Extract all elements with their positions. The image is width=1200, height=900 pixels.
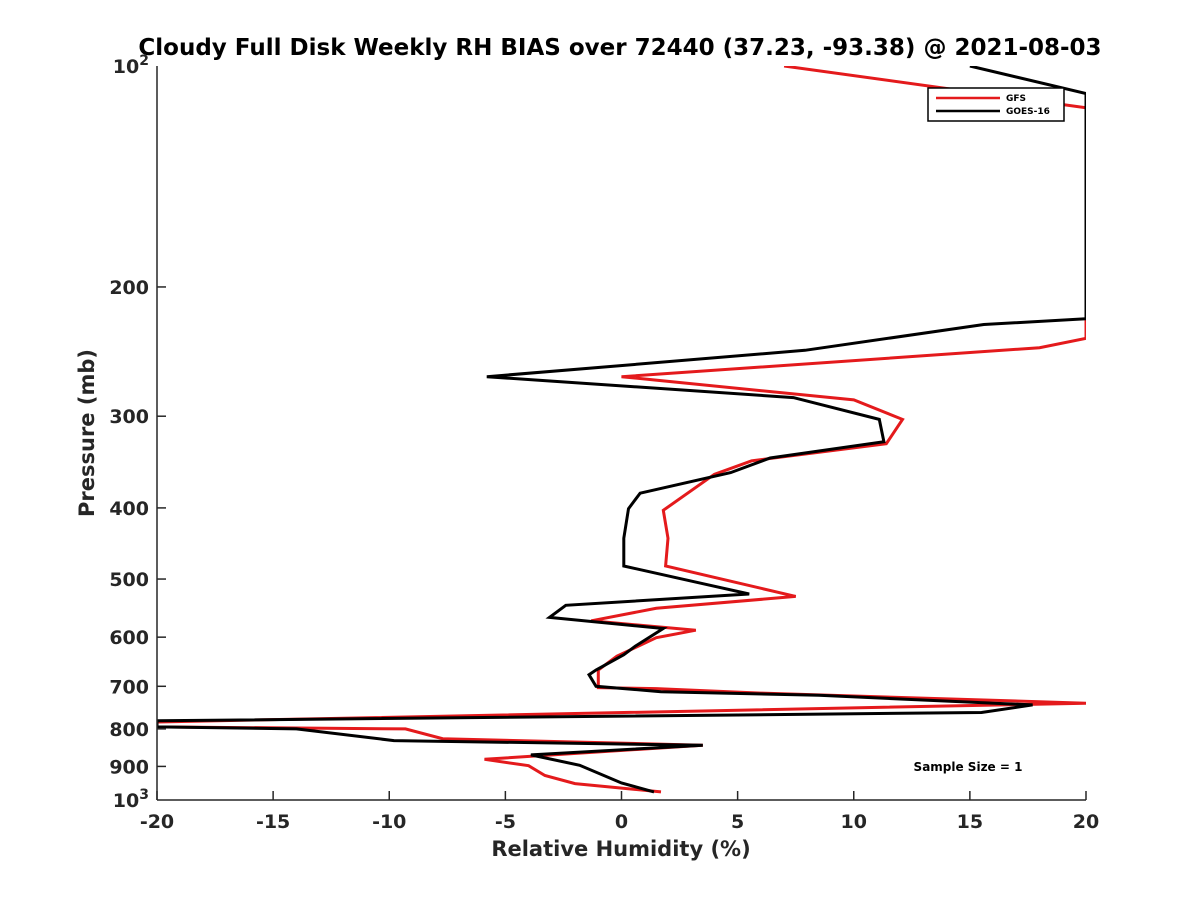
legend-label: GFS [1006,94,1026,104]
series-line-goes-16 [157,66,1086,794]
y-tick-label: 300 [109,406,149,428]
legend: GFS GOES-16 [927,87,1065,122]
x-tick-label: 20 [1073,811,1099,833]
y-tick-label: 700 [109,676,149,698]
legend-label: GOES-16 [1006,107,1050,117]
y-tick-label: 500 [109,569,149,591]
x-tick-label: -20 [140,811,174,833]
legend-box [927,87,1065,122]
y-tick-label: 900 [109,756,149,778]
ticks-layer: -20 -15 -10 -5 0 5 10 15 20 200 300 400 500 600 700 800… [109,53,1099,833]
x-tick-label: 10 [841,811,867,833]
sample-size-annotation: Sample Size = 1 [914,760,1023,774]
y-decade-label: 102 [113,53,149,78]
x-tick-label: -15 [256,811,290,833]
x-tick-label: 0 [615,811,628,833]
series-line-gfs [157,66,1086,794]
y-tick-label: 600 [109,627,149,649]
x-tick-label: -5 [495,811,516,833]
y-tick-label: 200 [109,277,149,299]
x-tick-label: -10 [372,811,406,833]
y-decade-label: 103 [113,787,149,812]
x-tick-label: 15 [957,811,983,833]
y-tick-label: 800 [109,719,149,741]
series-layer [157,66,1086,794]
x-axis-label: Relative Humidity (%) [491,837,750,861]
y-axis-label: Pressure (mb) [75,349,99,517]
y-tick-label: 400 [109,498,149,520]
chart-title: Cloudy Full Disk Weekly RH BIAS over 724… [138,35,1101,61]
x-tick-label: 5 [731,811,744,833]
